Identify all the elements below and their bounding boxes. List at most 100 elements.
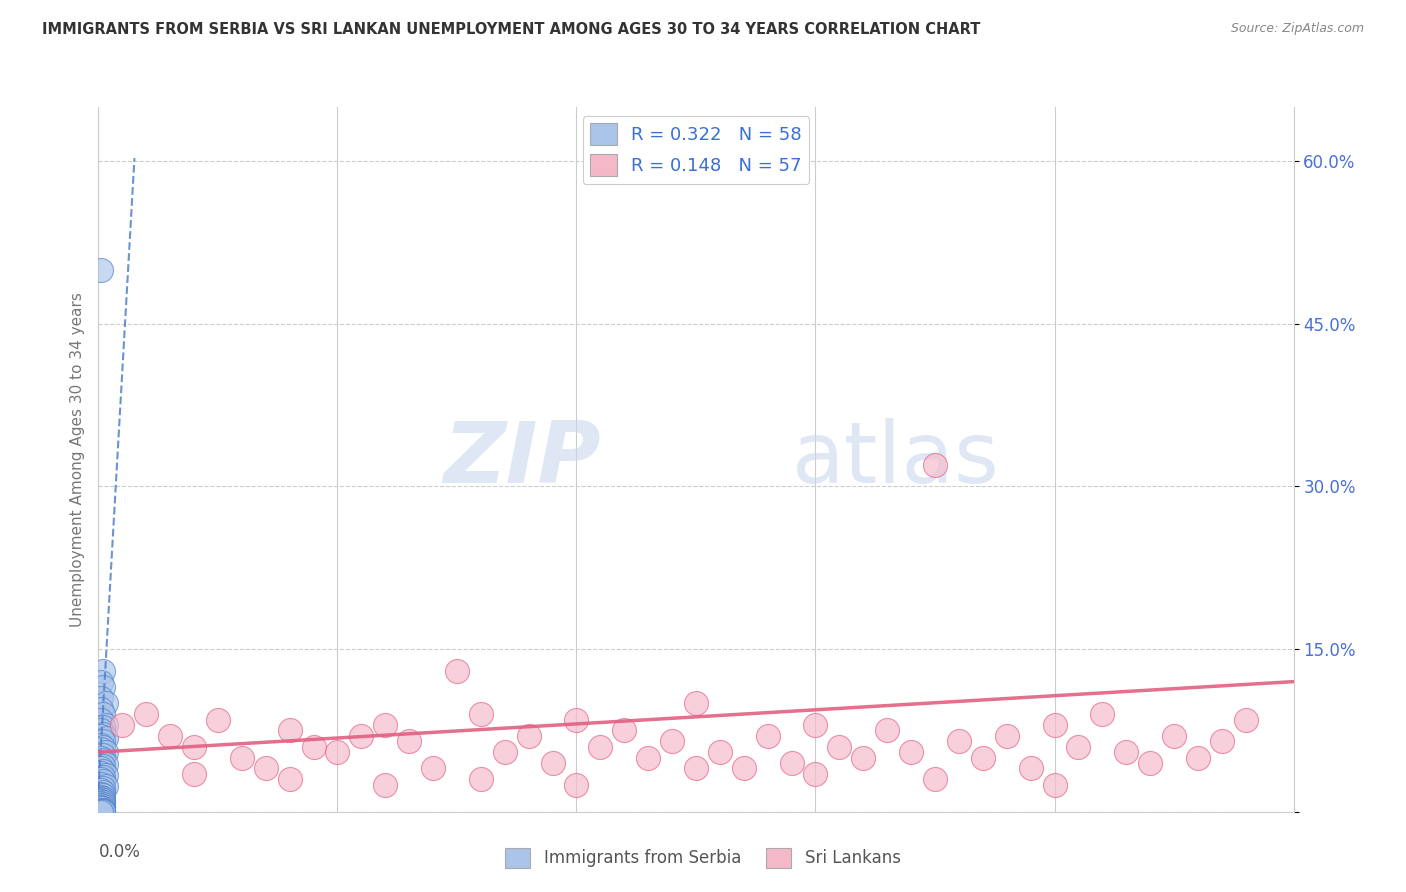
Point (159, 729, 181, 743)
Point (685, 761, 707, 775)
Point (207, 713, 229, 727)
Point (517, 729, 540, 743)
Point (91, 801, 114, 815)
Point (1091, 707, 1114, 722)
Point (90, 262, 112, 277)
Point (91, 803, 114, 817)
Point (278, 723, 301, 738)
Point (90, 765, 112, 780)
Point (90, 791, 112, 805)
Point (111, 718, 134, 732)
Point (91, 797, 114, 811)
Point (470, 772, 492, 787)
Point (565, 778, 588, 792)
Point (541, 756, 564, 770)
Point (94, 731, 117, 745)
Point (91, 764, 114, 778)
Point (91, 799, 114, 814)
Point (924, 772, 946, 787)
Text: atlas: atlas (792, 417, 1000, 501)
Point (90, 794, 112, 808)
Point (637, 750, 659, 764)
Point (733, 761, 755, 775)
Point (90, 713, 112, 727)
Point (90, 761, 112, 775)
Point (135, 707, 157, 722)
Point (91, 804, 114, 818)
Point (91, 785, 114, 799)
Point (90, 755, 112, 769)
Point (90, 772, 112, 787)
Point (90, 738, 112, 752)
Point (828, 739, 851, 754)
Point (565, 713, 588, 727)
Point (804, 718, 827, 732)
Point (90, 702, 112, 716)
Point (613, 723, 636, 738)
Point (90, 796, 112, 810)
Point (1043, 718, 1066, 732)
Point (91, 789, 114, 803)
Point (91, 680, 114, 694)
Point (446, 664, 468, 678)
Point (183, 766, 205, 780)
Y-axis label: Unemployment Among Ages 30 to 34 years: Unemployment Among Ages 30 to 34 years (69, 292, 84, 627)
Point (90, 729, 112, 743)
Point (90, 804, 112, 818)
Point (90, 788, 112, 802)
Point (91, 759, 114, 773)
Point (90, 674, 112, 689)
Point (94, 779, 117, 793)
Point (90, 800, 112, 814)
Point (422, 761, 444, 775)
Point (90, 789, 112, 804)
Text: ZIP: ZIP (443, 417, 600, 501)
Point (398, 734, 420, 748)
Point (91, 790, 114, 805)
Point (91, 748, 114, 763)
Point (709, 745, 731, 759)
Point (494, 745, 516, 759)
Point (94, 696, 117, 710)
Point (1067, 739, 1090, 754)
Point (804, 766, 827, 780)
Point (90, 783, 112, 797)
Text: IMMIGRANTS FROM SERBIA VS SRI LANKAN UNEMPLOYMENT AMONG AGES 30 TO 34 YEARS CORR: IMMIGRANTS FROM SERBIA VS SRI LANKAN UNE… (42, 22, 980, 37)
Point (1019, 761, 1042, 775)
Point (661, 734, 683, 748)
Point (90, 803, 112, 817)
Legend: R = 0.322   N = 58, R = 0.148   N = 57: R = 0.322 N = 58, R = 0.148 N = 57 (582, 116, 810, 184)
Point (350, 729, 373, 743)
Point (91, 795, 114, 809)
Point (254, 761, 277, 775)
Point (91, 770, 114, 784)
Point (90, 801, 112, 815)
Point (302, 739, 325, 754)
Point (183, 739, 205, 754)
Point (876, 723, 898, 738)
Point (589, 739, 612, 754)
Point (972, 750, 994, 764)
Point (852, 750, 875, 764)
Point (91, 726, 114, 740)
Point (91, 664, 114, 678)
Point (278, 772, 301, 787)
Text: 0.0%: 0.0% (98, 844, 141, 862)
Point (90, 690, 112, 705)
Legend: Immigrants from Serbia, Sri Lankans: Immigrants from Serbia, Sri Lankans (499, 841, 907, 875)
Point (1115, 745, 1137, 759)
Point (780, 756, 803, 770)
Point (374, 718, 396, 732)
Point (924, 458, 946, 472)
Point (90, 742, 112, 756)
Point (231, 750, 253, 764)
Point (900, 745, 922, 759)
Point (91, 793, 114, 807)
Point (90, 798, 112, 813)
Point (91, 774, 114, 789)
Point (91, 753, 114, 767)
Point (94, 757, 117, 772)
Point (94, 718, 117, 732)
Point (470, 707, 492, 722)
Point (685, 696, 707, 710)
